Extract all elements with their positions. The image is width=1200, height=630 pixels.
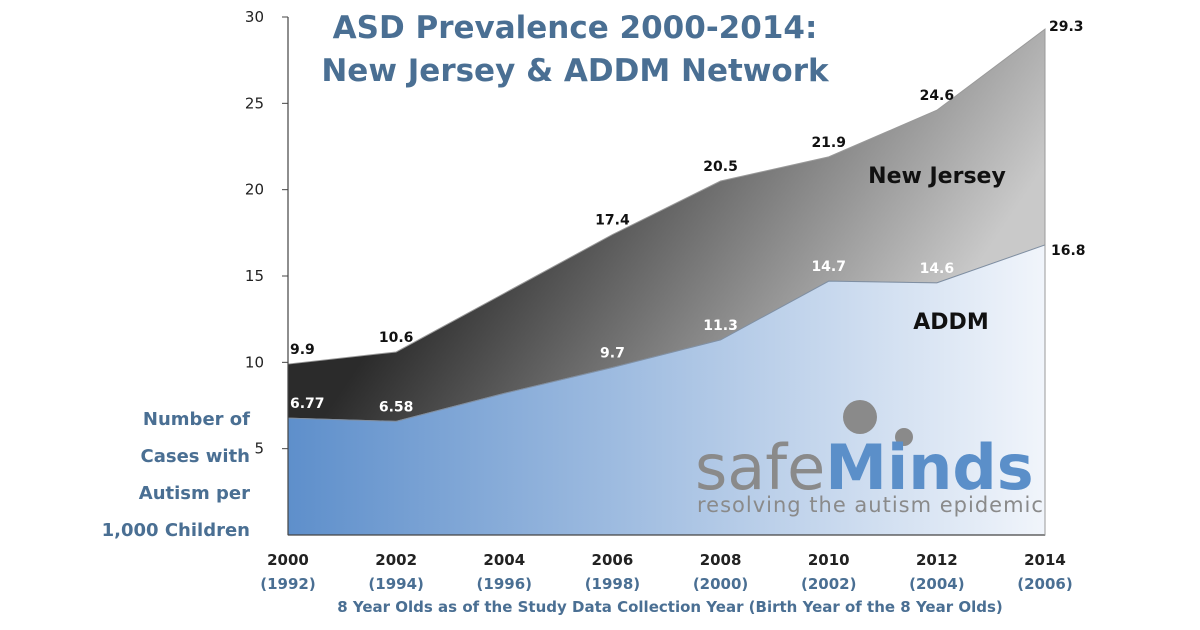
x-tick-label: 2010 (808, 551, 850, 569)
logo-dot-large (843, 400, 877, 434)
data-label-addm: 6.58 (379, 399, 414, 415)
x-tick-sublabel: (1996) (477, 575, 532, 593)
data-label-addm: 16.8 (1051, 243, 1086, 259)
data-label-addm: 11.3 (703, 318, 738, 334)
x-tick-sublabel: (1998) (585, 575, 640, 593)
x-tick-label: 2012 (916, 551, 958, 569)
series-label-new-jersey: New Jersey (868, 164, 1006, 189)
y-axis-title-line: 1,000 Children (102, 520, 250, 541)
data-label-addm: 14.6 (920, 261, 955, 277)
series-label-addm: ADDM (913, 310, 988, 335)
y-tick-label: 25 (245, 94, 264, 112)
safeminds-logo: safeMinds resolving the autism epidemic (695, 400, 1044, 517)
data-label-new-jersey: 10.6 (379, 330, 414, 346)
data-labels: 9.9 10.6 17.4 20.5 21.9 24.6 29.3 6.77 6.58 9.7 11… (290, 19, 1086, 415)
data-label-new-jersey: 24.6 (920, 88, 955, 104)
x-axis-title: 8 Year Olds as of the Study Data Collect… (337, 598, 1003, 616)
data-label-addm: 14.7 (811, 259, 846, 275)
axes: 5 10 15 20 25 30 (245, 8, 1046, 536)
x-tick-sublabel: (1992) (260, 575, 315, 593)
data-label-new-jersey: 29.3 (1049, 19, 1084, 35)
data-label-addm: 9.7 (600, 346, 625, 362)
y-axis-title-line: Cases with (141, 446, 250, 467)
x-tick-label: 2000 (267, 551, 309, 569)
x-tick-sublabel: (2002) (801, 575, 856, 593)
data-label-new-jersey: 20.5 (703, 159, 738, 175)
data-label-new-jersey: 21.9 (811, 135, 846, 151)
chart-title-line-1: ASD Prevalence 2000-2014: (333, 10, 818, 46)
data-label-addm: 6.77 (290, 396, 325, 412)
y-tick-label: 15 (245, 267, 264, 285)
x-tick-label: 2002 (375, 551, 417, 569)
x-tick-sublabel: (1994) (368, 575, 423, 593)
x-tick-label: 2014 (1024, 551, 1066, 569)
y-tick-label: 20 (245, 181, 264, 199)
x-tick-sublabel: (2006) (1017, 575, 1072, 593)
logo-part-safe: safe (695, 431, 825, 504)
x-tick-label: 2006 (592, 551, 634, 569)
logo-tagline: resolving the autism epidemic (697, 493, 1044, 517)
x-axis-ticks: 2000 (1992) 2002 (1994) 2004 (1996) 2006 (1998)… (260, 551, 1072, 593)
x-tick-sublabel: (2000) (693, 575, 748, 593)
y-tick-label: 30 (245, 8, 264, 26)
x-tick-sublabel: (2004) (909, 575, 964, 593)
y-axis-title-line: Autism per (139, 483, 250, 504)
logo-dot-small (895, 428, 913, 446)
x-tick-label: 2008 (700, 551, 742, 569)
y-axis-title: Number of Cases with Autism per 1,000 Child… (102, 409, 251, 541)
y-tick-label: 10 (245, 353, 264, 371)
y-axis-title-line: Number of (143, 409, 250, 430)
data-label-new-jersey: 17.4 (595, 213, 630, 229)
y-tick-label: 5 (254, 440, 264, 458)
logo-wordmark: safeMinds (695, 431, 1034, 504)
data-label-new-jersey: 9.9 (290, 342, 315, 358)
logo-part-minds: Minds (825, 431, 1033, 504)
chart-title-line-2: New Jersey & ADDM Network (321, 53, 830, 89)
x-tick-label: 2004 (483, 551, 525, 569)
